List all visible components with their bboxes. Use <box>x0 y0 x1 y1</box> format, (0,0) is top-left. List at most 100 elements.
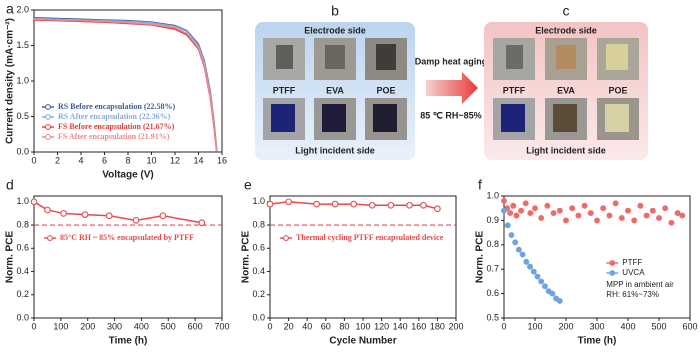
x-tick-label: 0 <box>501 321 506 331</box>
y-tick-label: 0.8 <box>252 219 265 229</box>
x-axis-label: Time (h) <box>109 336 148 347</box>
data-point <box>350 200 358 208</box>
y-axis-label: Norm. PCE <box>475 231 486 284</box>
x-tick-label: 400 <box>620 321 635 331</box>
data-point <box>563 217 569 224</box>
data-point <box>656 215 662 221</box>
x-tick-label: 700 <box>214 321 229 331</box>
panel-label: c <box>563 3 570 19</box>
data-point <box>523 258 530 265</box>
arrow-condition: 85 ℃ RH~85% <box>420 110 481 120</box>
legend-marker <box>45 134 51 140</box>
x-tick-label: 0 <box>267 321 272 331</box>
data-point <box>30 198 38 206</box>
legend-marker <box>609 270 616 276</box>
data-point <box>501 197 507 204</box>
x-tick-label: 100 <box>53 321 68 331</box>
data-point <box>501 207 507 214</box>
y-tick-label: 0.4 <box>252 266 265 276</box>
data-point <box>532 205 538 212</box>
x-tick-label: 12 <box>170 155 180 165</box>
data-point <box>625 207 631 214</box>
series-line <box>269 201 438 210</box>
x-axis-label: Cycle Number <box>329 336 396 347</box>
data-point <box>637 202 644 209</box>
y-axis-label: Norm. PCE <box>5 231 16 284</box>
data-point <box>594 217 600 224</box>
data-point <box>649 207 656 214</box>
y-tick-label: 0.6 <box>486 288 499 298</box>
y-tick-label: 0.5 <box>486 312 499 322</box>
y-tick-label: 0.8 <box>486 239 499 249</box>
y-tick-label: 1.0 <box>16 75 29 85</box>
arrow-title: Damp heat aging <box>415 56 488 66</box>
x-axis-label: Voltage (V) <box>102 170 153 181</box>
data-point <box>519 251 526 258</box>
data-point <box>674 210 681 217</box>
data-point <box>368 201 376 209</box>
legend-marker <box>609 260 616 266</box>
data-point <box>434 205 441 213</box>
data-point <box>331 200 339 208</box>
x-tick-label: 600 <box>682 321 697 331</box>
data-point <box>581 202 588 209</box>
x-tick-label: 300 <box>107 321 122 331</box>
x-tick-label: 16 <box>217 155 227 165</box>
y-tick-label: 2.0 <box>16 4 29 14</box>
data-point <box>285 198 292 206</box>
x-tick-label: 80 <box>339 321 349 331</box>
legend-label: Thermal cycling PTFF encapsulated device <box>296 233 444 242</box>
y-axis-label: Norm. PCE <box>241 231 252 284</box>
x-tick-label: 180 <box>430 321 445 331</box>
data-point <box>387 201 395 209</box>
x-tick-label: 0 <box>31 155 36 165</box>
data-point <box>600 205 607 212</box>
data-point <box>612 200 619 207</box>
data-point <box>512 239 519 246</box>
data-point <box>538 215 545 221</box>
data-point <box>556 207 563 214</box>
x-tick-label: 400 <box>134 321 149 331</box>
data-point <box>631 217 638 224</box>
data-point <box>60 210 67 217</box>
legend-label: RS Before encapsulation (22.58%) <box>58 102 176 111</box>
y-tick-label: 1.0 <box>486 190 499 200</box>
x-tick-label: 200 <box>558 321 573 331</box>
data-point <box>643 212 650 219</box>
x-tick-label: 8 <box>125 155 130 165</box>
data-point <box>679 212 686 219</box>
data-point <box>507 210 514 217</box>
data-point <box>569 205 576 212</box>
y-tick-label: 1.5 <box>16 40 29 50</box>
y-tick-label: 0.9 <box>486 215 499 225</box>
data-point <box>81 211 89 218</box>
x-tick-label: 2 <box>55 155 60 165</box>
panel-label: e <box>244 177 252 193</box>
sample-label: EVA <box>326 85 344 95</box>
data-point <box>504 222 511 229</box>
data-point <box>159 212 167 220</box>
sample-label: PTFF <box>503 85 526 95</box>
y-tick-label: 0.0 <box>16 312 29 322</box>
data-point <box>550 210 557 217</box>
y-tick-label: 1.0 <box>16 196 29 206</box>
data-point <box>538 278 545 285</box>
x-tick-label: 40 <box>302 321 312 331</box>
bottom-text: Light incident side <box>295 145 375 155</box>
y-tick-label: 0.6 <box>16 243 29 253</box>
data-point <box>44 206 51 214</box>
x-tick-label: 200 <box>80 321 95 331</box>
legend-label: RS After encapsulation (22.36%) <box>58 112 171 121</box>
panel-label: a <box>6 1 14 17</box>
panel-label: b <box>331 3 339 19</box>
x-tick-label: 500 <box>161 321 176 331</box>
data-point <box>515 246 522 253</box>
sample-label: EVA <box>557 85 575 95</box>
data-point <box>606 212 613 219</box>
x-tick-label: 60 <box>321 321 331 331</box>
plot-frame <box>269 195 457 319</box>
data-point <box>420 201 427 209</box>
y-tick-label: 1.0 <box>252 196 265 206</box>
